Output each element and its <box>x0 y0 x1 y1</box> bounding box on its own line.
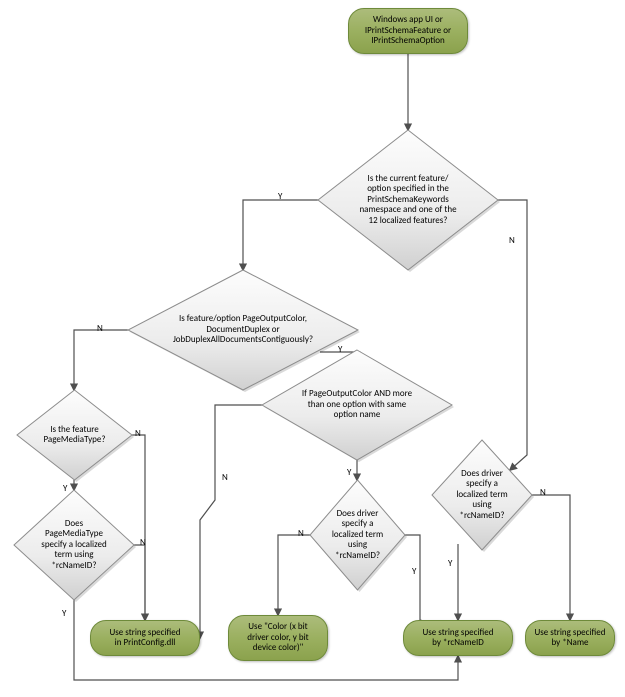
terminator-start: Windows app UI orIPrintSchemaFeature orI… <box>348 8 468 54</box>
edge-e_d5_t1_n <box>134 545 145 620</box>
edge-e_d2_d4 <box>74 330 128 390</box>
edge-label-e_d1_d7: N <box>509 235 515 246</box>
edge-e_d7_t4_n <box>528 495 570 620</box>
terminator-t1: Use string specifiedin PrintConfig.dll <box>90 620 200 656</box>
decision-d1: Is the current feature/option specified … <box>318 130 498 270</box>
decision-text-d1: Is the current feature/option specified … <box>318 130 498 270</box>
decision-text-d7: Does driverspecify alocalized termusing*… <box>432 440 532 550</box>
decision-d7: Does driverspecify alocalized termusing*… <box>432 440 532 550</box>
edge-label-e_d3_d6: Y <box>347 467 351 478</box>
edge-e_d3_t1_n <box>200 405 262 638</box>
terminator-t3: Use string specifiedby *rcNameID <box>403 620 513 656</box>
edge-label-e_d6_t3_y: Y <box>412 566 416 577</box>
edge-label-e_d1_d2: Y <box>278 191 282 202</box>
decision-d6: Does driverspecify alocalized termusing*… <box>310 480 405 590</box>
decision-text-d5: DoesPageMediaTypespecify a localizedterm… <box>14 490 134 600</box>
edge-label-e_d7_t4_n: N <box>540 487 546 498</box>
edge-label-e_d7_t3_y: Y <box>448 558 452 569</box>
decision-text-d6: Does driverspecify alocalized termusing*… <box>310 480 405 590</box>
edge-label-e_d2_d4: N <box>97 323 103 334</box>
edge-label-e_d4_d5: Y <box>63 483 67 494</box>
edge-label-e_d5_t1_n: N <box>140 537 146 548</box>
edge-label-e_d4_t1: N <box>135 428 141 439</box>
edge-label-e_d6_t2_n: N <box>298 528 304 539</box>
decision-text-d3: If PageOutputColor AND morethan one opti… <box>262 350 452 460</box>
decision-d4: Is the featurePageMediaType? <box>17 390 132 480</box>
terminator-t2: Use "Color (x bitdriver color, y bitdevi… <box>228 615 328 661</box>
decision-d5: DoesPageMediaTypespecify a localizedterm… <box>14 490 134 600</box>
terminator-t4: Use string specifiedby *Name <box>525 620 615 656</box>
edge-label-e_d3_t1_n: N <box>222 472 228 483</box>
edge-label-e_d5_t3_y: Y <box>62 608 66 619</box>
decision-text-d4: Is the featurePageMediaType? <box>17 390 132 480</box>
edge-e_d1_d2 <box>243 200 318 270</box>
edge-label-e_d2_d3: Y <box>338 344 342 355</box>
edge-e_d6_t2_n <box>278 535 310 615</box>
decision-d3: If PageOutputColor AND morethan one opti… <box>262 350 452 460</box>
